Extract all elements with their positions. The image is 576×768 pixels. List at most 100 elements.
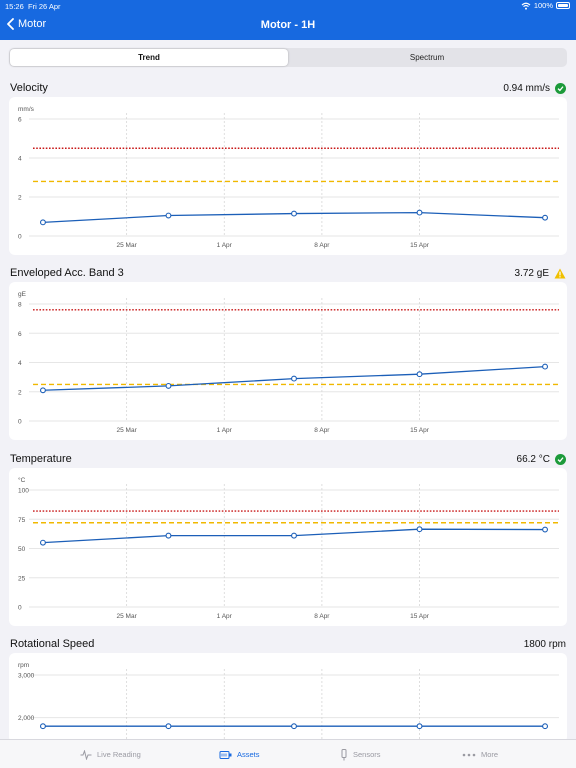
data-point[interactable] (416, 371, 423, 378)
x-tick-label: 1 Apr (217, 613, 233, 620)
rotational-speed-chart: rpm 2,000 3,000 (18, 662, 559, 739)
temperature-chart-card: °C 0 25 50 75 100 25 Mar 1 Apr 8 Apr 15 Apr (9, 468, 567, 626)
y-unit-label: mm/s (18, 106, 35, 113)
check-circle-icon (555, 454, 566, 465)
battery-fill (558, 4, 568, 7)
x-tick-label: 15 Apr (410, 613, 430, 620)
more-icon (462, 753, 476, 756)
envelope-chart: gE 0 2 4 6 8 25 Mar 1 Apr 8 Apr 15 Apr (18, 291, 559, 434)
wifi-icon (521, 2, 531, 10)
y-tick-label: 0 (18, 234, 22, 241)
x-tick-label: 8 Apr (314, 242, 330, 249)
y-tick-label: 75 (18, 517, 26, 524)
status-date: Fri 26 Apr (28, 2, 61, 11)
assets-icon (219, 750, 232, 759)
x-tick-label: 1 Apr (217, 242, 233, 249)
rotational-speed-value: 1800 rpm (523, 639, 566, 650)
tab-bar: Live Reading Assets Sensors More (0, 739, 576, 768)
battery-icon (556, 2, 570, 9)
tab-spectrum[interactable]: Spectrum (409, 53, 445, 62)
y-tick-label: 100 (18, 488, 29, 495)
battery-percent: 100% (533, 1, 553, 10)
temperature-chart: °C 0 25 50 75 100 25 Mar 1 Apr 8 Apr 15 Apr (18, 476, 559, 620)
x-tick-label: 15 Apr (410, 242, 430, 249)
y-tick-label: 2,000 (18, 715, 35, 722)
envelope-title: Enveloped Acc. Band 3 (10, 267, 124, 279)
data-point[interactable] (165, 723, 172, 730)
view-segmented-control: Trend Spectrum (9, 48, 567, 67)
tab-live-reading-label: Live Reading (97, 750, 141, 759)
temperature-value: 66.2 °C (516, 454, 550, 465)
x-tick-label: 25 Mar (117, 427, 138, 434)
y-tick-label: 0 (18, 419, 22, 426)
velocity-chart: mm/s 0 2 4 6 25 Mar 1 Apr 8 Apr 15 Apr (18, 106, 559, 249)
y-tick-label: 2 (18, 195, 22, 202)
data-point[interactable] (291, 723, 297, 730)
data-point[interactable] (416, 723, 423, 730)
temperature-value-row: 66.2 °C (517, 454, 566, 465)
rotational-speed-title: Rotational Speed (10, 638, 95, 650)
warning-icon (554, 268, 566, 279)
y-tick-label: 2 (18, 389, 22, 396)
data-point[interactable] (39, 219, 46, 226)
back-button[interactable]: Motor (7, 18, 46, 30)
data-point[interactable] (416, 526, 423, 533)
rotational-speed-chart-card: rpm 2,000 3,000 (9, 653, 567, 743)
data-point[interactable] (291, 375, 297, 382)
status-right: 100% (521, 1, 570, 10)
data-point[interactable] (165, 382, 172, 389)
data-point[interactable] (165, 212, 172, 219)
envelope-value: 3.72 gE (514, 268, 549, 279)
status-bar: 15:26 Fri 26 Apr 100% (0, 0, 576, 12)
x-tick-label: 1 Apr (217, 427, 233, 434)
velocity-value-row: 0.94 mm/s (503, 83, 566, 94)
y-unit-label: °C (18, 476, 26, 484)
y-tick-label: 25 (18, 575, 26, 582)
y-tick-label: 50 (18, 546, 26, 553)
nav-header: 15:26 Fri 26 Apr 100% Motor Motor - 1H (0, 0, 576, 40)
data-point[interactable] (291, 210, 297, 217)
velocity-chart-card: mm/s 0 2 4 6 25 Mar 1 Apr 8 Apr 15 Apr (9, 97, 567, 255)
y-tick-label: 6 (18, 331, 22, 338)
x-tick-label: 8 Apr (314, 613, 330, 620)
sensor-icon (341, 748, 347, 760)
data-point[interactable] (416, 209, 423, 216)
envelope-chart-card: gE 0 2 4 6 8 25 Mar 1 Apr 8 Apr 15 Apr (9, 282, 567, 440)
y-tick-label: 0 (18, 605, 22, 612)
data-point[interactable] (542, 363, 549, 370)
data-point[interactable] (542, 214, 549, 221)
data-point[interactable] (39, 539, 46, 546)
data-point[interactable] (291, 532, 297, 539)
data-point[interactable] (39, 723, 46, 730)
data-point[interactable] (39, 387, 46, 394)
tab-live-reading[interactable]: Live Reading (80, 740, 141, 768)
tab-sensors[interactable]: Sensors (340, 740, 381, 768)
tab-assets-label: Assets (237, 750, 260, 759)
pulse-icon (80, 749, 92, 760)
tab-sensors-label: Sensors (353, 750, 381, 759)
temperature-title: Temperature (10, 453, 72, 465)
data-point[interactable] (165, 532, 172, 539)
y-unit-label: rpm (18, 662, 29, 669)
page-title: Motor - 1H (260, 19, 316, 31)
y-tick-label: 3,000 (18, 673, 35, 680)
check-circle-icon (555, 83, 566, 94)
x-tick-label: 25 Mar (117, 613, 138, 620)
tab-trend[interactable]: Trend (10, 49, 288, 66)
x-tick-label: 15 Apr (410, 427, 430, 434)
tab-more-label: More (481, 750, 499, 759)
chevron-left-icon (7, 18, 14, 30)
tab-more[interactable]: More (462, 740, 498, 768)
status-time: 15:26 (5, 2, 24, 11)
tab-assets[interactable]: Assets (219, 740, 260, 768)
data-point[interactable] (542, 723, 549, 730)
envelope-value-row: 3.72 gE (515, 268, 566, 279)
data-point[interactable] (542, 526, 549, 533)
y-tick-label: 6 (18, 117, 22, 124)
rotational-speed-value-row: 1800 rpm (524, 639, 566, 650)
y-tick-label: 4 (18, 156, 22, 163)
velocity-value: 0.94 mm/s (503, 83, 550, 94)
velocity-title: Velocity (10, 82, 48, 94)
y-unit-label: gE (18, 291, 27, 298)
y-tick-label: 8 (18, 302, 22, 309)
